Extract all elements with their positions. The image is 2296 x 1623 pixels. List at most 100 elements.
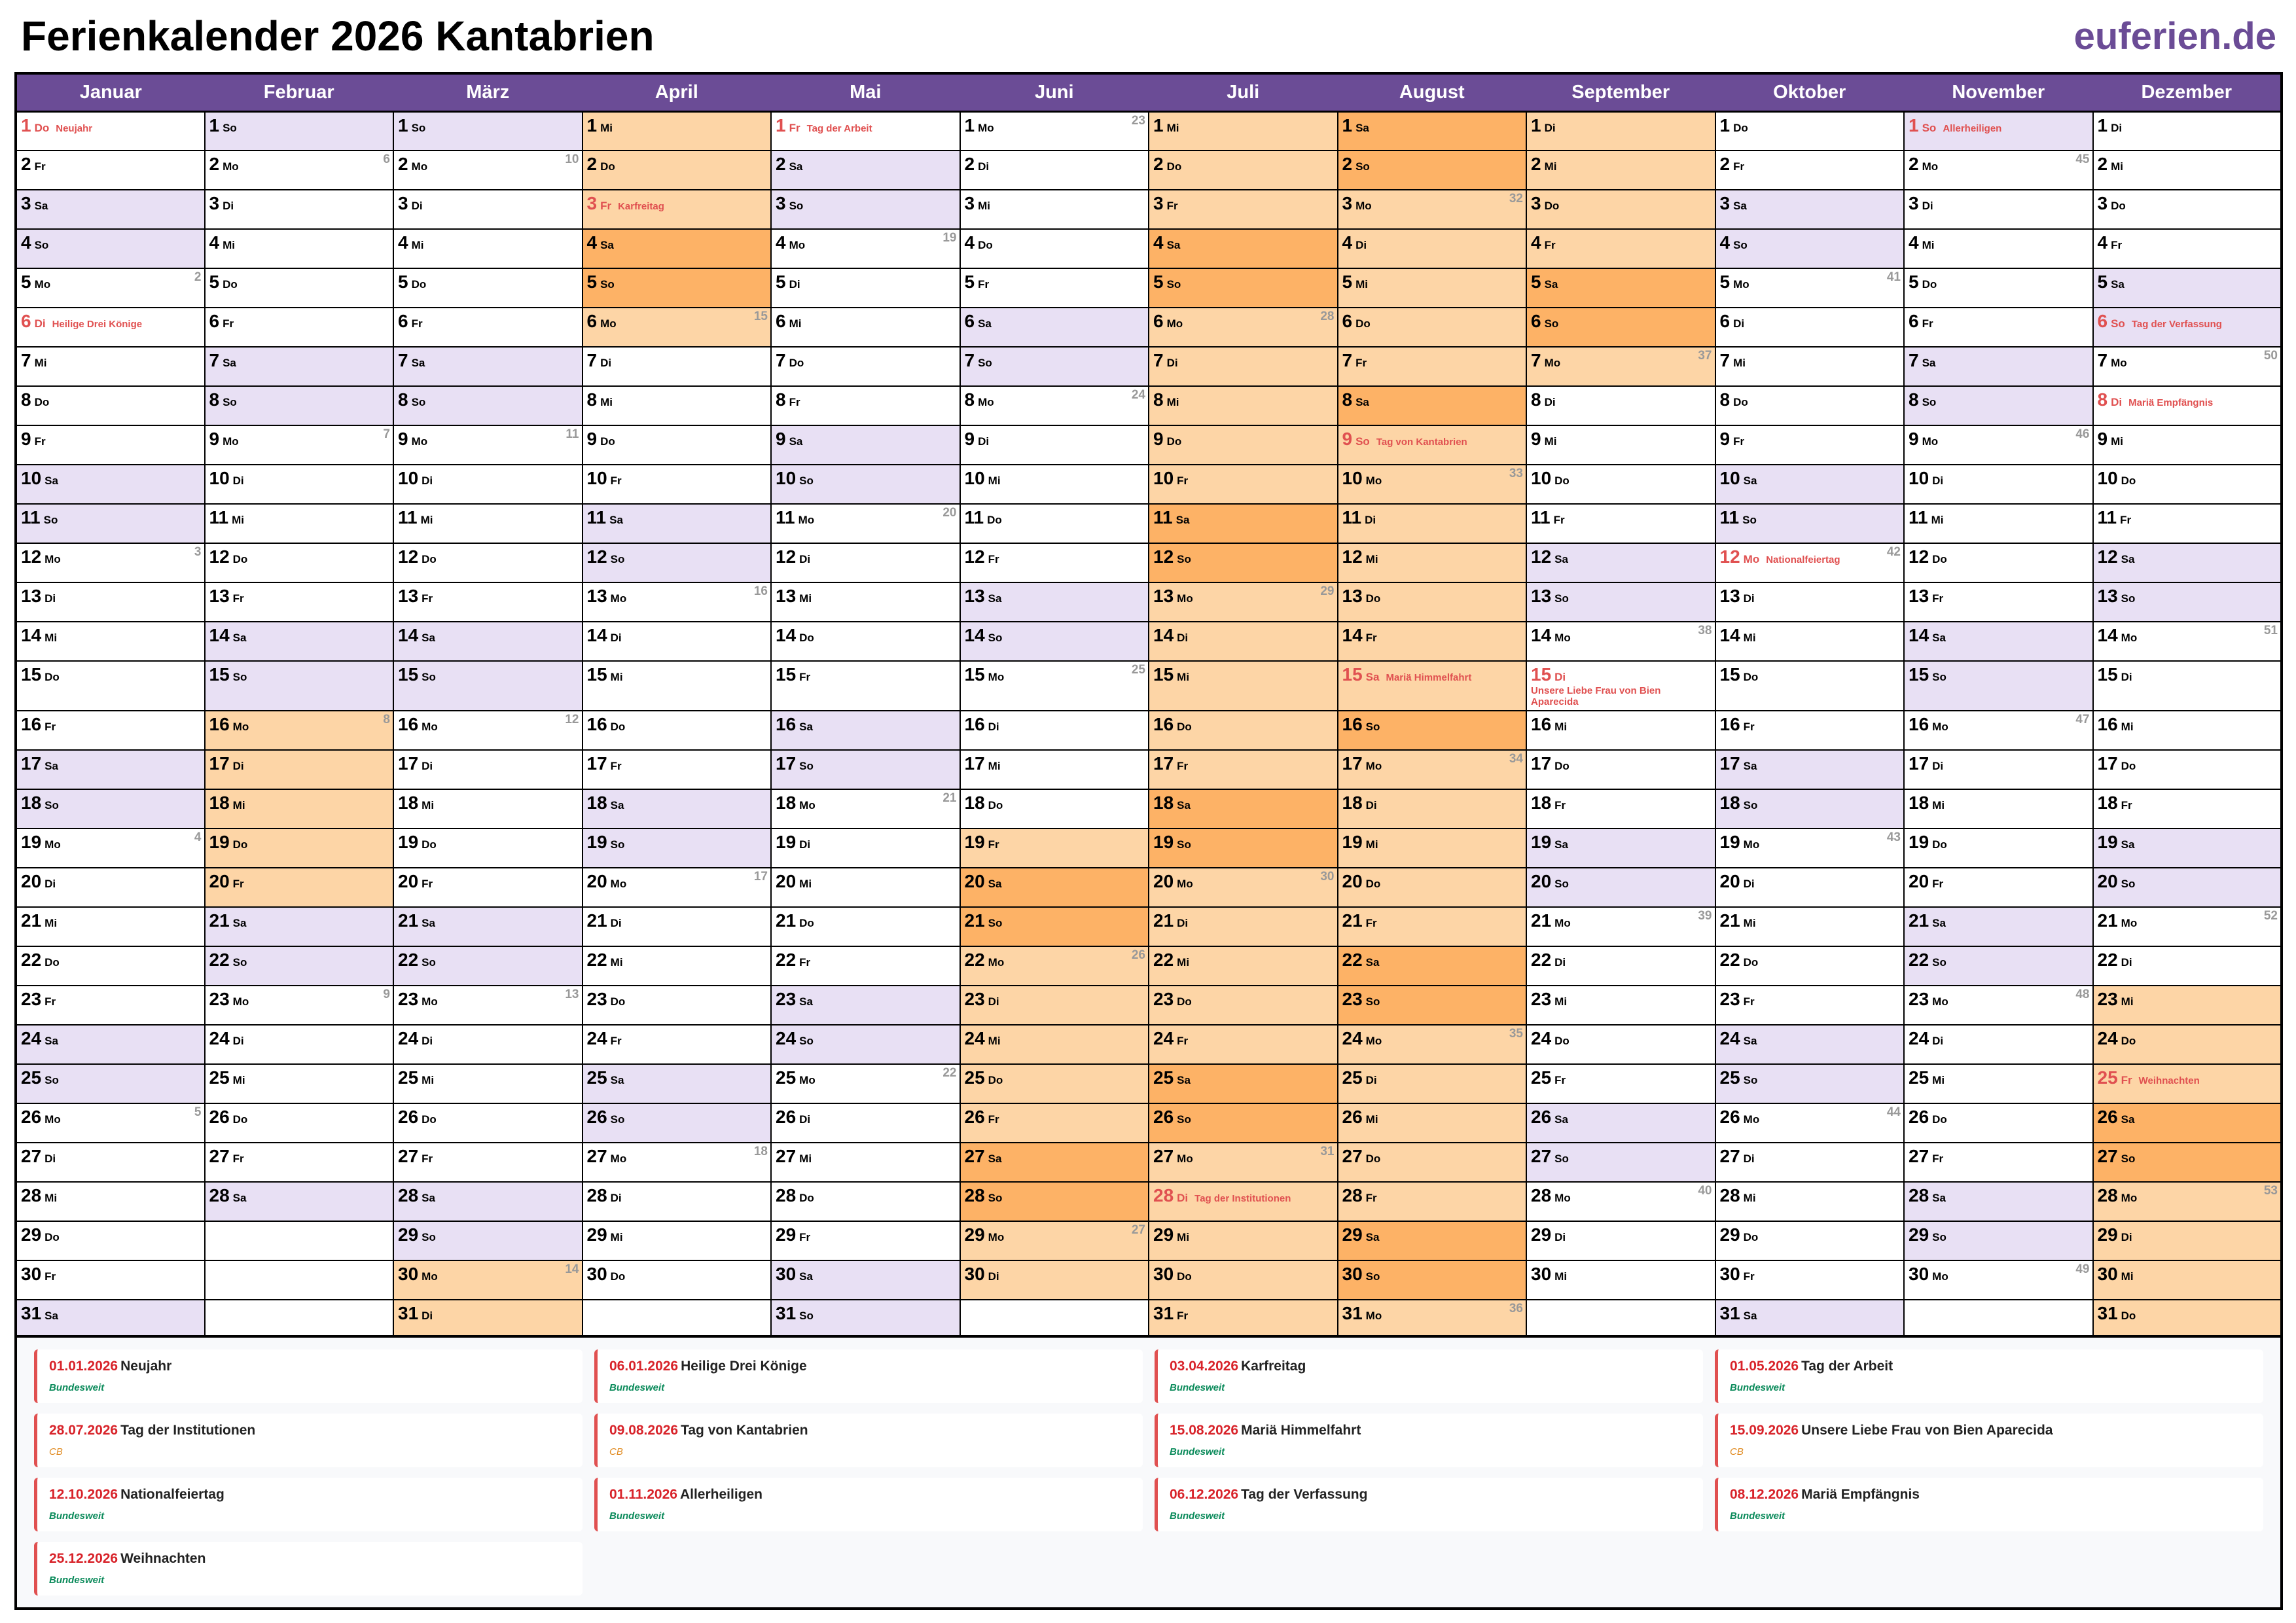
day-cell[interactable]: 24 Fr bbox=[1148, 1024, 1338, 1065]
day-cell[interactable]: 18 Sa bbox=[581, 789, 772, 829]
day-cell[interactable]: 16 Fr bbox=[15, 710, 206, 751]
day-cell[interactable]: 20 So bbox=[1526, 867, 1716, 908]
day-cell[interactable]: 11 Fr bbox=[2092, 503, 2282, 544]
day-cell[interactable]: 25 Sa bbox=[1148, 1063, 1338, 1104]
day-cell[interactable]: 22 Di bbox=[1526, 946, 1716, 986]
day-cell[interactable]: 3 Do bbox=[1526, 189, 1716, 230]
day-cell[interactable]: 2 So bbox=[1336, 150, 1527, 190]
day-cell[interactable]: 24 Mi bbox=[959, 1024, 1149, 1065]
day-cell[interactable]: 24 So bbox=[770, 1024, 961, 1065]
day-cell[interactable]: 5 Do bbox=[393, 268, 583, 308]
day-cell[interactable]: 12 Do bbox=[1903, 543, 2094, 583]
day-cell[interactable]: 18 Fr bbox=[1526, 789, 1716, 829]
day-cell[interactable]: 26 Mi bbox=[1336, 1103, 1527, 1143]
day-cell[interactable]: 11 Mo 20 bbox=[770, 503, 961, 544]
day-cell[interactable]: 20 Fr bbox=[204, 867, 394, 908]
day-cell[interactable]: 5 Do bbox=[204, 268, 394, 308]
day-cell[interactable]: 3 Di bbox=[204, 189, 394, 230]
day-cell[interactable]: 23 Do bbox=[581, 985, 772, 1026]
day-cell[interactable]: 30 Mi bbox=[2092, 1260, 2282, 1300]
day-cell[interactable]: 15 Mi bbox=[581, 660, 772, 711]
day-cell[interactable]: 7 Do bbox=[770, 346, 961, 387]
day-cell[interactable]: 21 Mi bbox=[1714, 906, 1905, 947]
day-cell[interactable]: 26 Mo 5 bbox=[15, 1103, 206, 1143]
day-cell[interactable]: 1 Mi bbox=[581, 111, 772, 151]
day-cell[interactable]: 31 Mo 36 bbox=[1336, 1299, 1527, 1340]
day-cell[interactable]: 24 Mo 35 bbox=[1336, 1024, 1527, 1065]
day-cell[interactable]: 13 Di bbox=[1714, 582, 1905, 622]
day-cell[interactable]: 6 Sa bbox=[959, 307, 1149, 348]
day-cell[interactable]: 30 So bbox=[1336, 1260, 1527, 1300]
day-cell[interactable]: 4 Mo 19 bbox=[770, 228, 961, 269]
day-cell[interactable]: 13 Fr bbox=[1903, 582, 2094, 622]
day-cell[interactable]: 12 Mi bbox=[1336, 543, 1527, 583]
day-cell[interactable]: 27 Fr bbox=[1903, 1142, 2094, 1183]
day-cell[interactable]: 17 Fr bbox=[581, 749, 772, 790]
day-cell[interactable]: 1 Di bbox=[2092, 111, 2282, 151]
day-cell[interactable]: 23 Do bbox=[1148, 985, 1338, 1026]
day-cell[interactable]: 12 Di bbox=[770, 543, 961, 583]
day-cell[interactable]: 20 Do bbox=[1336, 867, 1527, 908]
day-cell[interactable]: 19 Mo 4 bbox=[15, 828, 206, 868]
day-cell[interactable]: 12 So bbox=[581, 543, 772, 583]
day-cell[interactable]: 13 So bbox=[1526, 582, 1716, 622]
day-cell[interactable]: 16 Mi bbox=[2092, 710, 2282, 751]
day-cell[interactable]: 6 So Tag der Verfassung bbox=[2092, 307, 2282, 348]
day-cell[interactable]: 18 Di bbox=[1336, 789, 1527, 829]
day-cell[interactable]: 6 So bbox=[1526, 307, 1716, 348]
day-cell[interactable]: 2 Mo 6 bbox=[204, 150, 394, 190]
day-cell[interactable]: 15 So bbox=[204, 660, 394, 711]
day-cell[interactable]: 16 Sa bbox=[770, 710, 961, 751]
day-cell[interactable]: 9 Sa bbox=[770, 425, 961, 465]
day-cell[interactable]: 28 Sa bbox=[204, 1181, 394, 1222]
day-cell[interactable]: 7 Sa bbox=[1903, 346, 2094, 387]
day-cell[interactable]: 21 Mo 39 bbox=[1526, 906, 1716, 947]
day-cell[interactable]: 23 Fr bbox=[1714, 985, 1905, 1026]
day-cell[interactable]: 5 Fr bbox=[959, 268, 1149, 308]
day-cell[interactable]: 13 Mo 29 bbox=[1148, 582, 1338, 622]
day-cell[interactable]: 23 Mo 9 bbox=[204, 985, 394, 1026]
day-cell[interactable]: 24 Di bbox=[1903, 1024, 2094, 1065]
day-cell[interactable]: 4 Fr bbox=[1526, 228, 1716, 269]
day-cell[interactable]: 13 Fr bbox=[393, 582, 583, 622]
day-cell[interactable]: 4 Fr bbox=[2092, 228, 2282, 269]
day-cell[interactable]: 17 Do bbox=[1526, 749, 1716, 790]
day-cell[interactable]: 25 Mo 22 bbox=[770, 1063, 961, 1104]
day-cell[interactable]: 21 Sa bbox=[1903, 906, 2094, 947]
day-cell[interactable]: 1 Di bbox=[1526, 111, 1716, 151]
day-cell[interactable]: 11 So bbox=[1714, 503, 1905, 544]
day-cell[interactable]: 27 So bbox=[1526, 1142, 1716, 1183]
day-cell[interactable]: 28 Di bbox=[581, 1181, 772, 1222]
day-cell[interactable]: 11 Do bbox=[959, 503, 1149, 544]
day-cell[interactable]: 25 Fr bbox=[1526, 1063, 1716, 1104]
day-cell[interactable]: 6 Fr bbox=[393, 307, 583, 348]
day-cell[interactable]: 27 Mi bbox=[770, 1142, 961, 1183]
day-cell[interactable]: 16 Do bbox=[581, 710, 772, 751]
day-cell[interactable]: 8 Do bbox=[15, 385, 206, 426]
day-cell[interactable]: 14 Sa bbox=[204, 621, 394, 662]
day-cell[interactable]: 16 Mo 47 bbox=[1903, 710, 2094, 751]
day-cell[interactable]: 5 Sa bbox=[2092, 268, 2282, 308]
day-cell[interactable]: 29 Do bbox=[15, 1221, 206, 1261]
day-cell[interactable]: 1 Mi bbox=[1148, 111, 1338, 151]
day-cell[interactable]: 22 Do bbox=[15, 946, 206, 986]
day-cell[interactable]: 18 Mi bbox=[393, 789, 583, 829]
day-cell[interactable]: 10 Di bbox=[204, 464, 394, 505]
day-cell[interactable]: 25 So bbox=[1714, 1063, 1905, 1104]
day-cell[interactable]: 17 So bbox=[770, 749, 961, 790]
day-cell[interactable]: 8 Mo 24 bbox=[959, 385, 1149, 426]
day-cell[interactable]: 19 Sa bbox=[2092, 828, 2282, 868]
day-cell[interactable]: 31 Fr bbox=[1148, 1299, 1338, 1340]
day-cell[interactable]: 7 So bbox=[959, 346, 1149, 387]
day-cell[interactable]: 9 Mo 7 bbox=[204, 425, 394, 465]
day-cell[interactable]: 29 Sa bbox=[1336, 1221, 1527, 1261]
day-cell[interactable]: 6 Fr bbox=[1903, 307, 2094, 348]
day-cell[interactable]: 28 Di Tag der Institutionen bbox=[1148, 1181, 1338, 1222]
day-cell[interactable]: 13 Mo 16 bbox=[581, 582, 772, 622]
day-cell[interactable]: 9 Fr bbox=[15, 425, 206, 465]
day-cell[interactable]: 9 Mo 11 bbox=[393, 425, 583, 465]
day-cell[interactable]: 7 Sa bbox=[393, 346, 583, 387]
day-cell[interactable]: 22 Do bbox=[1714, 946, 1905, 986]
day-cell[interactable]: 21 Di bbox=[581, 906, 772, 947]
day-cell[interactable]: 19 Do bbox=[204, 828, 394, 868]
